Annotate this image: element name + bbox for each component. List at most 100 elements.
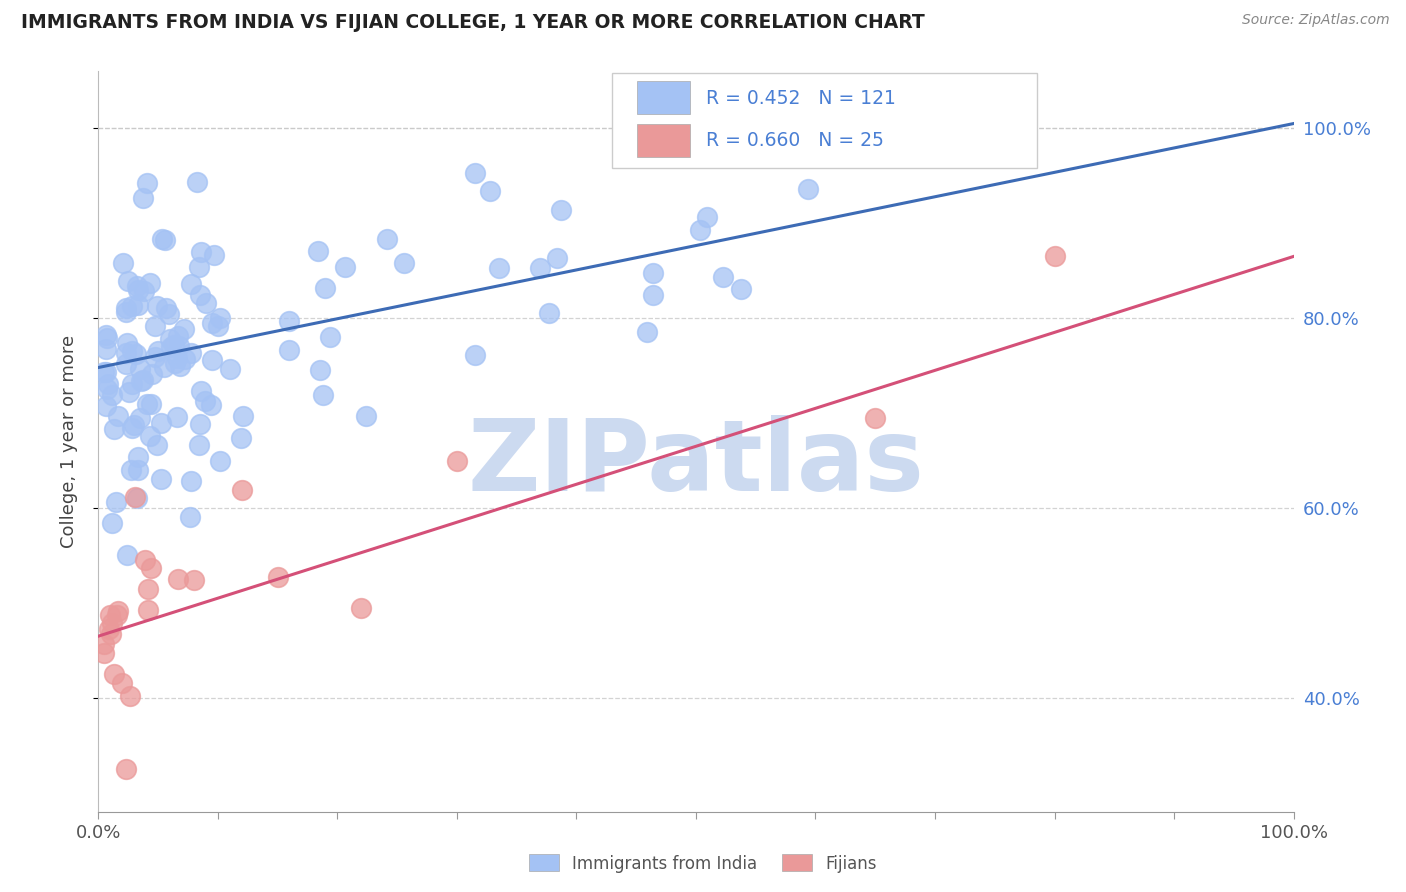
Point [278, 314, 301, 328]
Point [165, 356, 187, 370]
Point [97, 622, 120, 636]
Point [180, 277, 202, 291]
Point [796, 182, 818, 196]
Point [103, 422, 125, 436]
Point [93, 646, 115, 660]
Point [209, 454, 232, 468]
Point [464, 166, 486, 180]
Point [115, 305, 138, 319]
FancyBboxPatch shape [637, 124, 690, 156]
Point [307, 244, 329, 259]
Point [696, 210, 718, 224]
Point [730, 282, 752, 296]
Point [127, 284, 149, 298]
Point [141, 368, 163, 382]
Point [129, 362, 152, 376]
Point [131, 191, 153, 205]
Point [153, 233, 176, 247]
Y-axis label: College, 1 year or more: College, 1 year or more [59, 335, 77, 548]
Point [166, 351, 188, 365]
Point [392, 256, 415, 270]
FancyBboxPatch shape [613, 73, 1036, 168]
Point [207, 319, 229, 334]
Point [93, 365, 115, 379]
Point [312, 387, 335, 401]
Point [124, 490, 146, 504]
Point [643, 266, 665, 280]
Point [550, 202, 572, 217]
Point [127, 491, 149, 505]
Point [537, 305, 560, 319]
Point [101, 516, 124, 530]
Point [129, 374, 152, 388]
Point [141, 397, 163, 411]
Point [114, 346, 136, 360]
Text: Source: ZipAtlas.com: Source: ZipAtlas.com [1241, 13, 1389, 28]
Point [136, 603, 159, 617]
Point [229, 431, 252, 445]
Point [167, 572, 190, 586]
Point [202, 248, 225, 262]
Point [139, 429, 162, 443]
Point [180, 474, 202, 488]
Point [107, 605, 129, 619]
Point [354, 409, 377, 424]
Point [114, 357, 136, 371]
Point [186, 176, 208, 190]
Point [231, 483, 253, 497]
Point [100, 627, 122, 641]
Point [636, 325, 658, 339]
Point [115, 549, 138, 563]
Point [107, 608, 129, 623]
Point [479, 184, 502, 198]
Point [134, 552, 156, 566]
Point [169, 359, 191, 373]
Point [155, 301, 177, 315]
Point [157, 307, 180, 321]
Point [529, 260, 551, 275]
Point [187, 260, 209, 274]
Point [166, 409, 188, 424]
Point [201, 316, 224, 330]
Point [115, 336, 138, 351]
Point [132, 284, 155, 298]
Point [319, 330, 342, 344]
Point [127, 279, 149, 293]
Point [188, 417, 211, 431]
Point [117, 274, 139, 288]
Point [641, 287, 664, 301]
Point [143, 350, 166, 364]
Point [131, 373, 153, 387]
Point [111, 256, 134, 270]
Point [200, 398, 222, 412]
Point [166, 329, 188, 343]
Point [208, 310, 231, 325]
Point [143, 319, 166, 334]
Point [145, 437, 167, 451]
Point [136, 177, 159, 191]
Text: IMMIGRANTS FROM INDIA VS FIJIAN COLLEGE, 1 YEAR OR MORE CORRELATION CHART: IMMIGRANTS FROM INDIA VS FIJIAN COLLEGE,… [21, 13, 925, 32]
Point [127, 297, 149, 311]
Point [190, 245, 212, 260]
Point [159, 332, 181, 346]
Point [146, 344, 169, 359]
Point [111, 676, 134, 690]
Point [188, 438, 211, 452]
Point [149, 416, 172, 430]
FancyBboxPatch shape [637, 81, 690, 113]
Point [315, 281, 337, 295]
Point [107, 409, 129, 423]
Legend: Immigrants from India, Fijians: Immigrants from India, Fijians [522, 847, 884, 880]
Point [105, 495, 128, 509]
Point [94, 365, 117, 379]
Point [120, 689, 142, 703]
Point [127, 463, 149, 477]
Point [96, 331, 118, 345]
Point [173, 321, 195, 335]
Point [93, 637, 115, 651]
Point [125, 347, 148, 361]
Point [127, 450, 149, 465]
Point [464, 348, 486, 362]
Point [152, 359, 174, 374]
Point [129, 411, 152, 425]
